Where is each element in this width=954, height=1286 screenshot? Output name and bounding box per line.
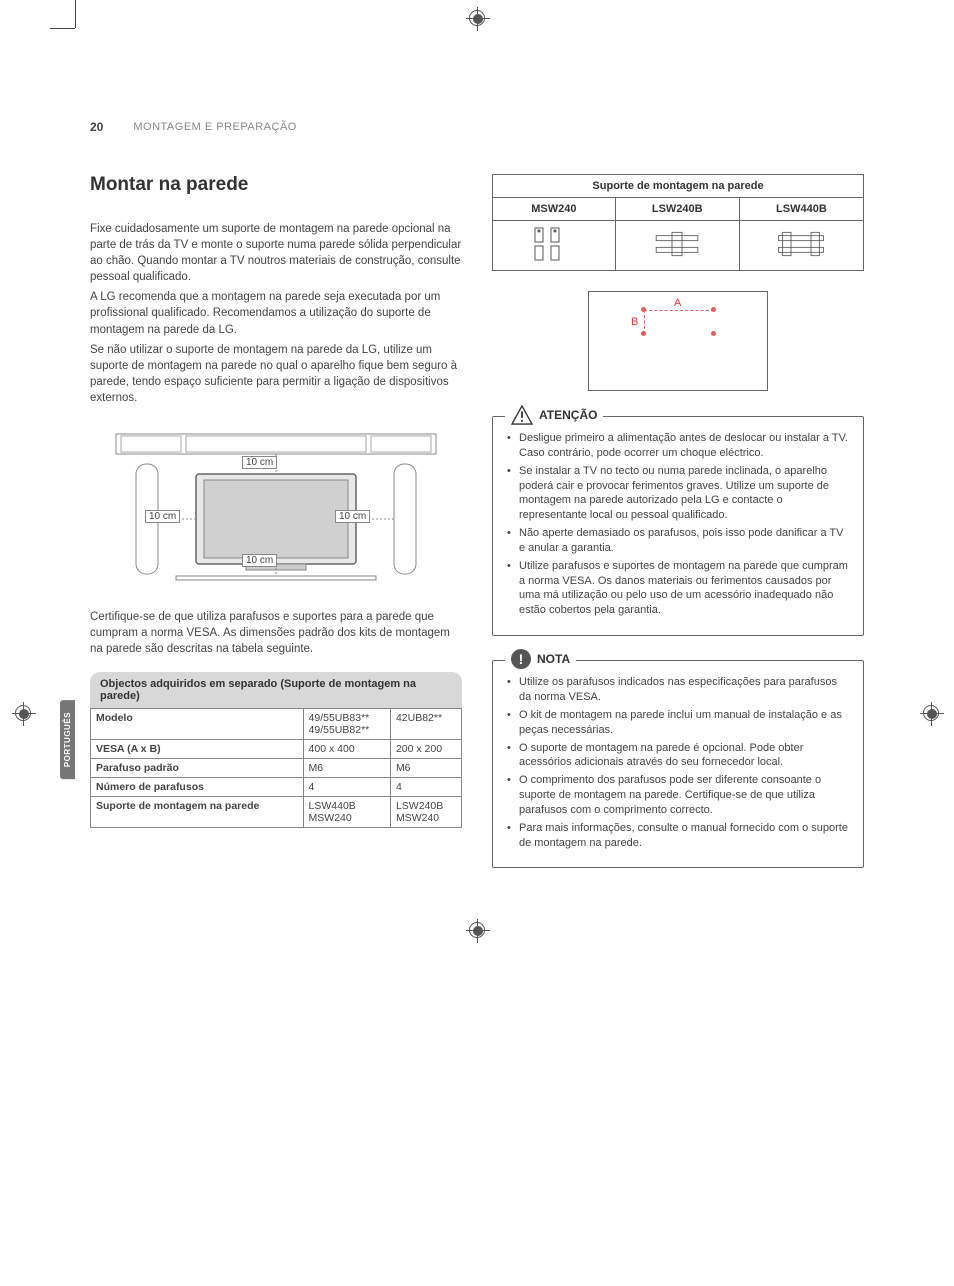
table-cell: Parafuso padrão — [91, 759, 304, 778]
section-name: MONTAGEM E PREPARAÇÃO — [133, 121, 297, 133]
dimension-label: 10 cm — [242, 456, 277, 469]
paragraph: Fixe cuidadosamente um suporte de montag… — [90, 221, 462, 285]
page-header: 20 MONTAGEM E PREPARAÇÃO — [90, 120, 864, 134]
bracket-icon — [776, 253, 826, 265]
table-row: Parafuso padrão M6 M6 — [91, 759, 462, 778]
spec-table-title: Objectos adquiridos em separado (Suporte… — [90, 672, 462, 708]
dimension-label: 10 cm — [335, 510, 370, 523]
table-row — [493, 221, 864, 271]
paragraph: Se não utilizar o suporte de montagem na… — [90, 342, 462, 406]
note-box: ! NOTA Utilize os parafusos indicados na… — [492, 660, 864, 868]
bracket-icon — [652, 253, 702, 265]
list-item: Se instalar a TV no tecto ou numa parede… — [507, 464, 849, 523]
bracket-icon — [529, 253, 579, 265]
warning-box: ATENÇÃO Desligue primeiro a alimentação … — [492, 416, 864, 636]
mount-bracket-table: Suporte de montagem na parede MSW240 LSW… — [492, 174, 864, 271]
note-title: NOTA — [537, 652, 570, 666]
right-column: Suporte de montagem na parede MSW240 LSW… — [492, 174, 864, 888]
mount-icon-cell — [493, 221, 616, 271]
page-content: 20 MONTAGEM E PREPARAÇÃO Montar na pared… — [0, 0, 954, 948]
table-cell: 200 x 200 — [390, 740, 461, 759]
table-header: Suporte de montagem na parede — [493, 175, 864, 198]
warning-icon — [511, 405, 533, 425]
dimension-label: 10 cm — [242, 554, 277, 567]
intro-text: Fixe cuidadosamente um suporte de montag… — [90, 221, 462, 406]
list-item: Utilize os parafusos indicados nas espec… — [507, 675, 849, 705]
mount-icon-cell — [615, 221, 739, 271]
list-item: Não aperte demasiado os parafusos, pois … — [507, 526, 849, 556]
list-item: Para mais informações, consulte o manual… — [507, 821, 849, 851]
table-cell: VESA (A x B) — [91, 740, 304, 759]
table-row: Modelo 49/55UB83** 49/55UB82** 42UB82** — [91, 709, 462, 740]
table-cell: LSW440B — [739, 198, 863, 221]
spec-table: Modelo 49/55UB83** 49/55UB82** 42UB82** … — [90, 708, 462, 828]
vesa-label-b: B — [631, 316, 638, 328]
mount-icon-cell — [739, 221, 863, 271]
clearance-diagram: 10 cm 10 cm 10 cm 10 cm — [90, 424, 462, 594]
table-row: MSW240 LSW240B LSW440B — [493, 198, 864, 221]
table-cell: 49/55UB83** 49/55UB82** — [303, 709, 390, 740]
vesa-label-a: A — [674, 297, 681, 309]
table-cell: LSW440B MSW240 — [303, 797, 390, 828]
page-title: Montar na parede — [90, 174, 462, 196]
table-row: Suporte de montagem na parede LSW440B MS… — [91, 797, 462, 828]
table-cell: LSW240B MSW240 — [390, 797, 461, 828]
table-row: VESA (A x B) 400 x 400 200 x 200 — [91, 740, 462, 759]
table-cell: LSW240B — [615, 198, 739, 221]
warning-title: ATENÇÃO — [539, 408, 597, 422]
warning-label: ATENÇÃO — [505, 405, 603, 425]
note-label: ! NOTA — [505, 649, 576, 669]
list-item: O kit de montagem na parede inclui um ma… — [507, 708, 849, 738]
table-cell: MSW240 — [493, 198, 616, 221]
table-cell: M6 — [390, 759, 461, 778]
table-cell: 4 — [303, 778, 390, 797]
note-icon: ! — [511, 649, 531, 669]
table-cell: 400 x 400 — [303, 740, 390, 759]
paragraph: Certifique-se de que utiliza parafusos e… — [90, 609, 462, 657]
list-item: O comprimento dos parafusos pode ser dif… — [507, 773, 849, 818]
table-cell: 4 — [390, 778, 461, 797]
table-row: Número de parafusos 4 4 — [91, 778, 462, 797]
list-item: Desligue primeiro a alimentação antes de… — [507, 431, 849, 461]
table-cell: M6 — [303, 759, 390, 778]
dimension-label: 10 cm — [145, 510, 180, 523]
page-number: 20 — [90, 120, 103, 134]
table-cell: Modelo — [91, 709, 304, 740]
table-cell: Número de parafusos — [91, 778, 304, 797]
table-cell: 42UB82** — [390, 709, 461, 740]
list-item: Utilize parafusos e suportes de montagem… — [507, 559, 849, 618]
table-cell: Suporte de montagem na parede — [91, 797, 304, 828]
vesa-diagram: A B — [588, 291, 768, 391]
left-column: Montar na parede Fixe cuidadosamente um … — [90, 174, 462, 888]
paragraph: A LG recomenda que a montagem na parede … — [90, 289, 462, 337]
table-row: Suporte de montagem na parede — [493, 175, 864, 198]
list-item: O suporte de montagem na parede é opcion… — [507, 741, 849, 771]
